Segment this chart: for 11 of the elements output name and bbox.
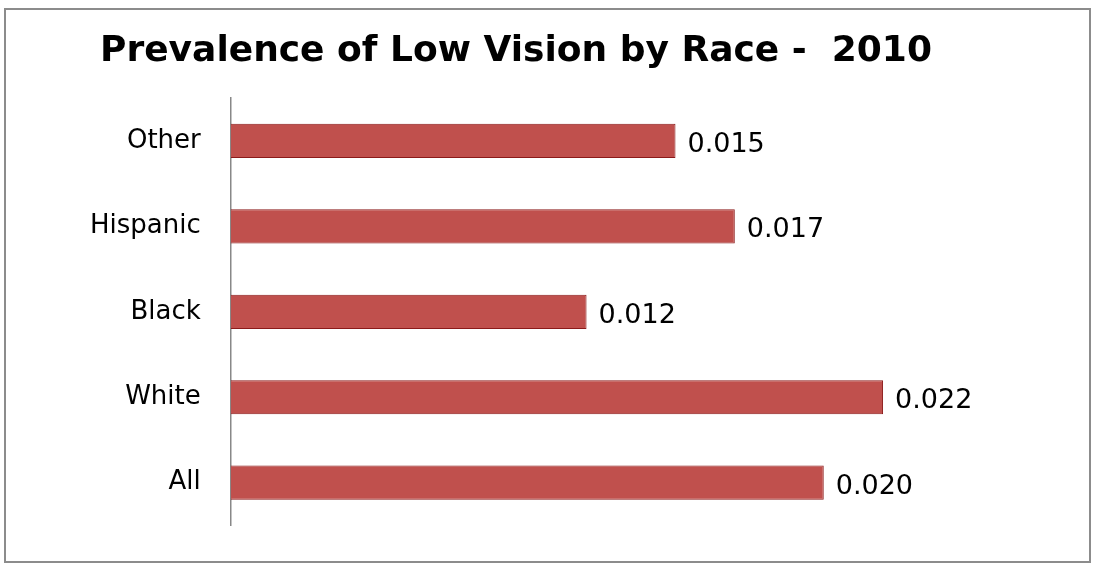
y-tick-label: All <box>168 465 201 496</box>
data-label: 0.020 <box>835 468 914 500</box>
chart-title: Prevalence of Low Vision by Race - 2010 <box>100 27 932 69</box>
data-label: 0.012 <box>598 297 676 329</box>
y-tick-label: Other <box>126 123 202 154</box>
y-tick-label: Hispanic <box>89 209 201 240</box>
data-label: 0.017 <box>746 212 825 244</box>
data-label: 0.022 <box>895 383 973 415</box>
y-tick-label: Black <box>130 294 201 325</box>
y-tick-label: White <box>125 379 201 410</box>
data-label: 0.015 <box>687 126 765 158</box>
